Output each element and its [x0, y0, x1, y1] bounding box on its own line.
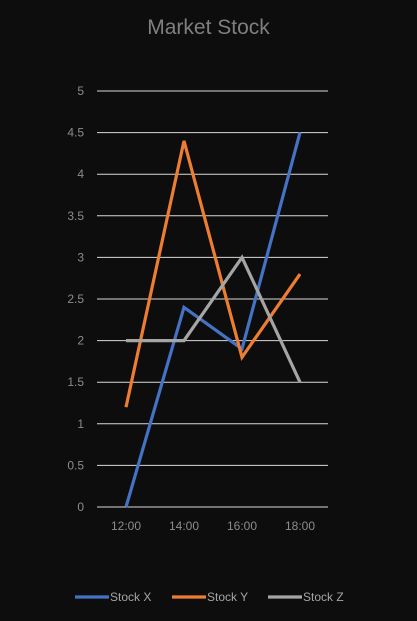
legend-item-stock-z[interactable]: Stock Z	[268, 590, 344, 604]
legend-label: Stock X	[110, 590, 151, 604]
y-tick-label: 2	[77, 334, 84, 348]
series-line-stock-x	[124, 132, 302, 508]
series-lines	[124, 132, 302, 508]
y-tick-label: 1	[77, 417, 84, 431]
series-line-stock-y	[124, 140, 302, 408]
chart-title: Market Stock	[147, 16, 270, 39]
y-tick-label: 5	[77, 84, 84, 98]
x-tick-label: 14:00	[169, 519, 199, 533]
legend[interactable]: Stock X Stock Y Stock Z	[75, 590, 344, 604]
y-tick-label: 4	[77, 167, 84, 181]
x-tick-label: 12:00	[111, 519, 141, 533]
y-tick-label: 0.5	[67, 458, 84, 472]
legend-item-stock-y[interactable]: Stock Y	[172, 590, 248, 604]
series-line-stock-z	[126, 254, 302, 383]
x-tick-label: 18:00	[285, 519, 315, 533]
legend-item-stock-x[interactable]: Stock X	[75, 590, 151, 604]
y-tick-label: 1.5	[67, 375, 84, 389]
y-tick-label: 3	[77, 250, 84, 264]
y-tick-label: 3.5	[67, 209, 84, 223]
y-tick-label: 4.5	[67, 126, 84, 140]
y-tick-label: 0	[77, 500, 84, 514]
y-tick-label: 2.5	[67, 292, 84, 306]
legend-label: Stock Y	[207, 590, 248, 604]
x-axis-ticks: 12:00 14:00 16:00 18:00	[111, 519, 315, 533]
legend-label: Stock Z	[303, 590, 344, 604]
y-axis-ticks: 0 0.5 1 1.5 2 2.5 3 3.5 4 4.5 5	[67, 84, 84, 514]
x-tick-label: 16:00	[227, 519, 257, 533]
